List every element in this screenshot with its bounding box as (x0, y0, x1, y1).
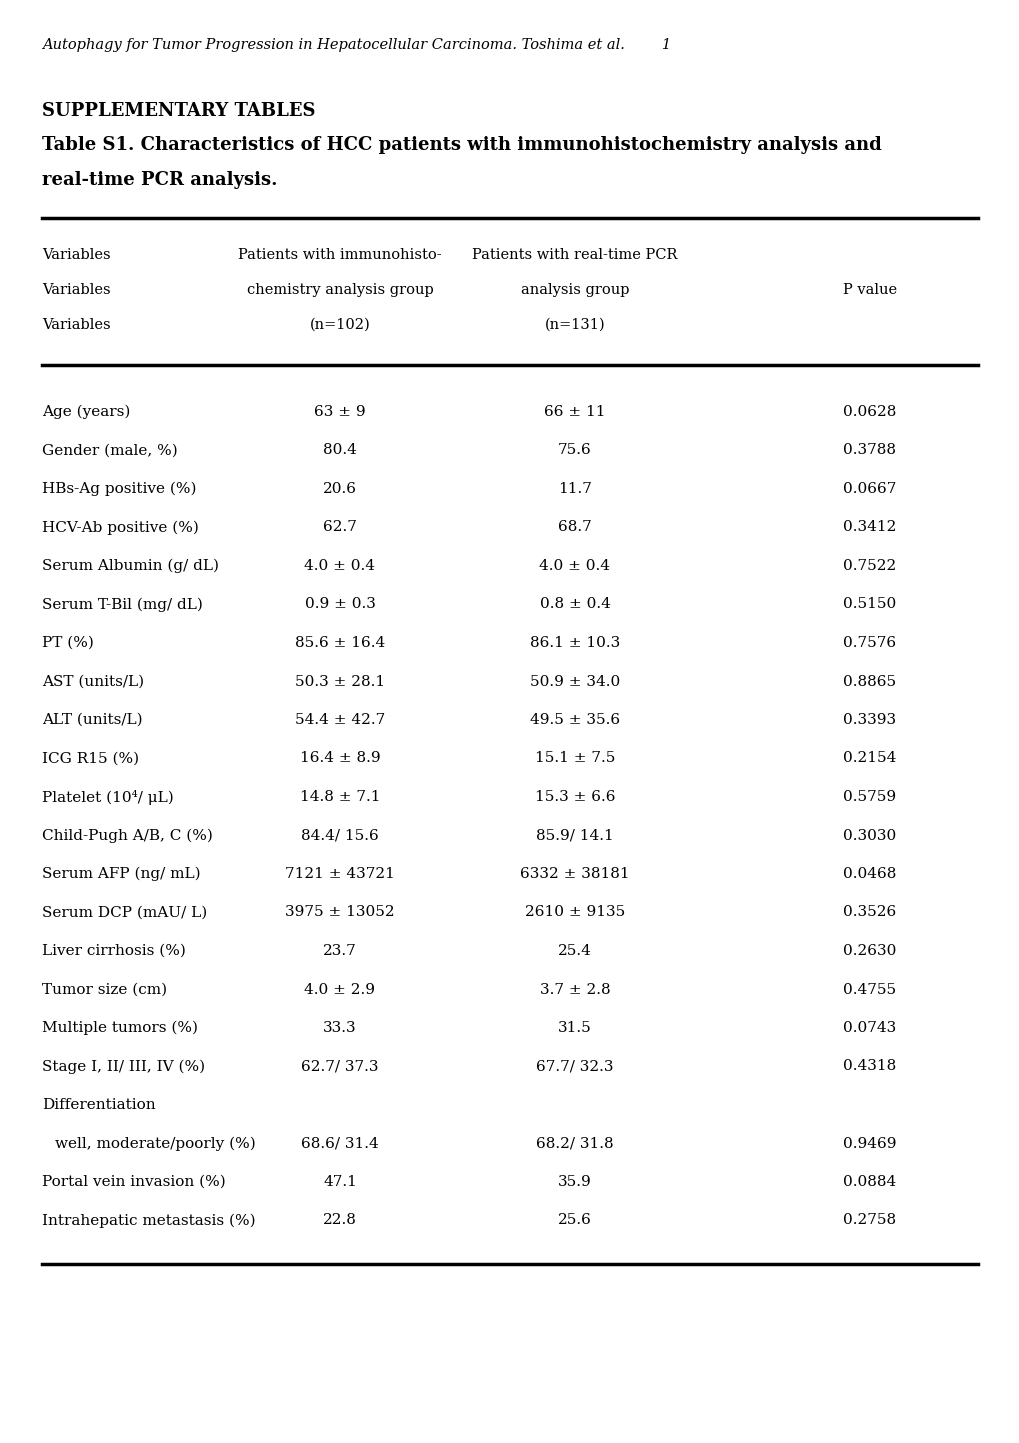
Text: 85.6 ± 16.4: 85.6 ± 16.4 (294, 636, 385, 649)
Text: Child-Pugh A/B, C (%): Child-Pugh A/B, C (%) (42, 828, 213, 843)
Text: 6332 ± 38181: 6332 ± 38181 (520, 867, 629, 882)
Text: chemistry analysis group: chemistry analysis group (247, 283, 433, 297)
Text: PT (%): PT (%) (42, 636, 94, 649)
Text: 16.4 ± 8.9: 16.4 ± 8.9 (300, 752, 380, 765)
Text: (n=131): (n=131) (544, 317, 604, 332)
Text: 4.0 ± 2.9: 4.0 ± 2.9 (305, 983, 375, 997)
Text: Gender (male, %): Gender (male, %) (42, 443, 177, 457)
Text: well, moderate/poorly (%): well, moderate/poorly (%) (55, 1137, 256, 1152)
Text: Differentiation: Differentiation (42, 1098, 156, 1113)
Text: 15.1 ± 7.5: 15.1 ± 7.5 (534, 752, 614, 765)
Text: 0.0743: 0.0743 (843, 1022, 896, 1035)
Text: 63 ± 9: 63 ± 9 (314, 405, 366, 418)
Text: 0.0468: 0.0468 (843, 867, 896, 882)
Text: Patients with immunohisto-: Patients with immunohisto- (238, 248, 441, 263)
Text: Table S1. Characteristics of HCC patients with immunohistochemistry analysis and: Table S1. Characteristics of HCC patient… (42, 136, 880, 154)
Text: 23.7: 23.7 (323, 944, 357, 958)
Text: 25.6: 25.6 (557, 1214, 591, 1228)
Text: 0.7522: 0.7522 (843, 558, 896, 573)
Text: 0.3393: 0.3393 (843, 713, 896, 727)
Text: 0.8 ± 0.4: 0.8 ± 0.4 (539, 597, 609, 612)
Text: Variables: Variables (42, 317, 110, 332)
Text: 0.2758: 0.2758 (843, 1214, 896, 1228)
Text: Autophagy for Tumor Progression in Hepatocellular Carcinoma. Toshima et al.     : Autophagy for Tumor Progression in Hepat… (42, 38, 671, 52)
Text: 3975 ± 13052: 3975 ± 13052 (285, 906, 394, 919)
Text: P value: P value (842, 283, 896, 297)
Text: ALT (units/L): ALT (units/L) (42, 713, 143, 727)
Text: Intrahepatic metastasis (%): Intrahepatic metastasis (%) (42, 1214, 256, 1228)
Text: 68.7: 68.7 (557, 521, 591, 534)
Text: 68.6/ 31.4: 68.6/ 31.4 (301, 1137, 378, 1150)
Text: Serum Albumin (g/ dL): Serum Albumin (g/ dL) (42, 558, 219, 573)
Text: ICG R15 (%): ICG R15 (%) (42, 752, 139, 765)
Text: 80.4: 80.4 (323, 443, 357, 457)
Text: Multiple tumors (%): Multiple tumors (%) (42, 1022, 198, 1036)
Text: 25.4: 25.4 (557, 944, 591, 958)
Text: 7121 ± 43721: 7121 ± 43721 (284, 867, 394, 882)
Text: 3.7 ± 2.8: 3.7 ± 2.8 (539, 983, 609, 997)
Text: Serum T-Bil (mg/ dL): Serum T-Bil (mg/ dL) (42, 597, 203, 612)
Text: Variables: Variables (42, 283, 110, 297)
Text: 0.4318: 0.4318 (843, 1059, 896, 1074)
Text: 67.7/ 32.3: 67.7/ 32.3 (536, 1059, 613, 1074)
Text: (n=102): (n=102) (310, 317, 370, 332)
Text: 62.7: 62.7 (323, 521, 357, 534)
Text: 86.1 ± 10.3: 86.1 ± 10.3 (529, 636, 620, 649)
Text: AST (units/L): AST (units/L) (42, 674, 144, 688)
Text: 0.4755: 0.4755 (843, 983, 896, 997)
Text: 35.9: 35.9 (557, 1175, 591, 1189)
Text: 33.3: 33.3 (323, 1022, 357, 1035)
Text: 0.3030: 0.3030 (843, 828, 896, 843)
Text: 0.0628: 0.0628 (843, 405, 896, 418)
Text: 0.0884: 0.0884 (843, 1175, 896, 1189)
Text: 50.3 ± 28.1: 50.3 ± 28.1 (294, 674, 385, 688)
Text: 0.2630: 0.2630 (843, 944, 896, 958)
Text: 0.5759: 0.5759 (843, 789, 896, 804)
Text: HBs-Ag positive (%): HBs-Ag positive (%) (42, 482, 197, 496)
Text: 0.8865: 0.8865 (843, 674, 896, 688)
Text: 4.0 ± 0.4: 4.0 ± 0.4 (305, 558, 375, 573)
Text: 11.7: 11.7 (557, 482, 591, 496)
Text: Liver cirrhosis (%): Liver cirrhosis (%) (42, 944, 185, 958)
Text: 0.9469: 0.9469 (843, 1137, 896, 1150)
Text: Patients with real-time PCR: Patients with real-time PCR (472, 248, 677, 263)
Text: 4.0 ± 0.4: 4.0 ± 0.4 (539, 558, 610, 573)
Text: 0.0667: 0.0667 (843, 482, 896, 496)
Text: 0.7576: 0.7576 (843, 636, 896, 649)
Text: Variables: Variables (42, 248, 110, 263)
Text: Stage I, II/ III, IV (%): Stage I, II/ III, IV (%) (42, 1059, 205, 1074)
Text: 75.6: 75.6 (557, 443, 591, 457)
Text: 0.3788: 0.3788 (843, 443, 896, 457)
Text: 62.7/ 37.3: 62.7/ 37.3 (301, 1059, 378, 1074)
Text: 31.5: 31.5 (557, 1022, 591, 1035)
Text: real-time PCR analysis.: real-time PCR analysis. (42, 172, 277, 189)
Text: 0.3526: 0.3526 (843, 906, 896, 919)
Text: Serum DCP (mAU/ L): Serum DCP (mAU/ L) (42, 906, 207, 919)
Text: 54.4 ± 42.7: 54.4 ± 42.7 (294, 713, 385, 727)
Text: 47.1: 47.1 (323, 1175, 357, 1189)
Text: 68.2/ 31.8: 68.2/ 31.8 (536, 1137, 613, 1150)
Text: 84.4/ 15.6: 84.4/ 15.6 (301, 828, 378, 843)
Text: 0.5150: 0.5150 (843, 597, 896, 612)
Text: 14.8 ± 7.1: 14.8 ± 7.1 (300, 789, 380, 804)
Text: 15.3 ± 6.6: 15.3 ± 6.6 (534, 789, 614, 804)
Text: 49.5 ± 35.6: 49.5 ± 35.6 (530, 713, 620, 727)
Text: 22.8: 22.8 (323, 1214, 357, 1228)
Text: Serum AFP (ng/ mL): Serum AFP (ng/ mL) (42, 867, 201, 882)
Text: 2610 ± 9135: 2610 ± 9135 (525, 906, 625, 919)
Text: 66 ± 11: 66 ± 11 (544, 405, 605, 418)
Text: SUPPLEMENTARY TABLES: SUPPLEMENTARY TABLES (42, 102, 315, 120)
Text: Age (years): Age (years) (42, 405, 130, 420)
Text: 0.2154: 0.2154 (843, 752, 896, 765)
Text: Portal vein invasion (%): Portal vein invasion (%) (42, 1175, 225, 1189)
Text: Platelet (10⁴/ μL): Platelet (10⁴/ μL) (42, 789, 173, 805)
Text: 0.3412: 0.3412 (843, 521, 896, 534)
Text: HCV-Ab positive (%): HCV-Ab positive (%) (42, 521, 199, 535)
Text: 0.9 ± 0.3: 0.9 ± 0.3 (305, 597, 375, 612)
Text: 50.9 ± 34.0: 50.9 ± 34.0 (529, 674, 620, 688)
Text: Tumor size (cm): Tumor size (cm) (42, 983, 167, 997)
Text: 20.6: 20.6 (323, 482, 357, 496)
Text: 85.9/ 14.1: 85.9/ 14.1 (536, 828, 613, 843)
Text: analysis group: analysis group (521, 283, 629, 297)
